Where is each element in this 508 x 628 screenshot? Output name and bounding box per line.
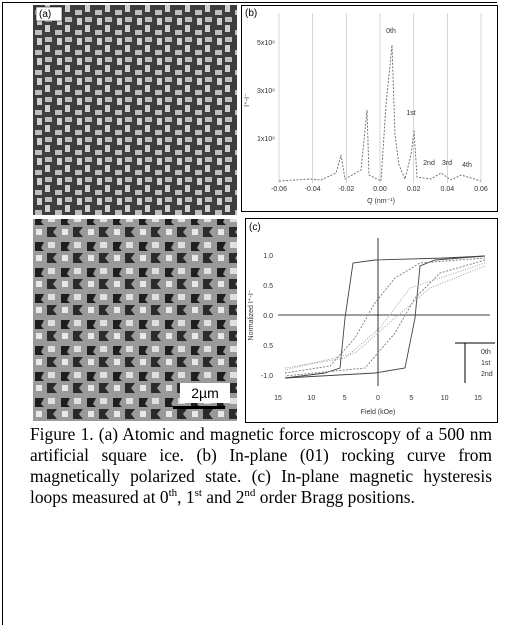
y-tick-label: -1.0 xyxy=(261,373,273,380)
x-tick-label: 5 xyxy=(409,395,413,402)
x-tick-label: 0.00 xyxy=(373,186,387,193)
afm-image xyxy=(33,5,237,215)
y-tick-label: 1x10⁶ xyxy=(257,136,275,143)
x-tick-label: 0.02 xyxy=(407,186,421,193)
y-tick-label: 0.5 xyxy=(263,283,273,290)
loop-1 xyxy=(284,257,486,374)
y-tick-label: 0.0 xyxy=(263,313,273,320)
peak-label: 3rd xyxy=(442,160,452,167)
peak-label: 2nd xyxy=(423,160,435,167)
scale-bar xyxy=(173,406,225,409)
x-tick-label: -0.06 xyxy=(271,186,287,193)
y-axis-label: I⁺-I⁻ xyxy=(244,93,251,107)
x-axis-label: Field (kOe) xyxy=(361,409,396,416)
x-tick-label: 15 xyxy=(474,395,482,402)
peak-label: 0th xyxy=(386,28,396,35)
x-tick-label: -0.04 xyxy=(305,186,321,193)
y-tick-label: 3x10⁶ xyxy=(257,88,275,95)
loop-0 xyxy=(284,255,486,379)
legend-label: 2nd xyxy=(481,371,493,378)
caption-text: and 2 xyxy=(201,487,245,507)
legend-label: 0th xyxy=(481,349,491,356)
loop-1 xyxy=(284,259,486,377)
loop-0 xyxy=(284,255,486,379)
caption-text: Figure 1. (a) Atomic and magnetic force … xyxy=(30,424,492,507)
peak-label: 4th xyxy=(462,162,472,169)
x-tick-label: 5 xyxy=(343,395,347,402)
superscript: nd xyxy=(244,487,256,500)
x-tick-label: -0.02 xyxy=(338,186,354,193)
y-axis-label: Normalized I⁺-I⁻ xyxy=(248,289,255,340)
superscript: st xyxy=(194,487,202,500)
y-tick-label: 1.0 xyxy=(263,253,273,260)
x-tick-label: 0.04 xyxy=(441,186,455,193)
panel-b: (b) I⁺-I⁻ Q (nm⁻¹) -0.06 -0.04 -0.02 0.00 0.… xyxy=(241,5,498,212)
y-tick-label: 0.5 xyxy=(263,343,273,350)
scale-bar-label: 2µm xyxy=(191,385,219,401)
caption-text: order Bragg positions. xyxy=(255,487,415,507)
x-tick-label: 10 xyxy=(307,395,315,402)
x-axis-label: Q (nm⁻¹) xyxy=(367,198,395,205)
y-tick-label: 5x10⁶ xyxy=(257,40,275,47)
loop-2 xyxy=(284,262,486,369)
x-tick-label: 10 xyxy=(441,395,449,402)
x-tick-label: 0 xyxy=(376,395,380,402)
figure-caption: Figure 1. (a) Atomic and magnetic force … xyxy=(30,424,492,508)
panel-a: (a) 2µm xyxy=(33,5,237,421)
rocking-curve xyxy=(278,44,482,182)
superscript: th xyxy=(168,487,178,500)
peak-label: 1st xyxy=(406,110,415,117)
caption-text: , 1 xyxy=(177,487,195,507)
x-tick-label: 15 xyxy=(274,395,282,402)
frame xyxy=(2,2,497,625)
panel-label: (a) xyxy=(39,9,51,20)
panel-c: (c) Normalized I⁺-I⁻ Field (kOe) 15 10 5 0 5… xyxy=(245,218,498,423)
panel-label: (c) xyxy=(249,222,261,233)
legend-label: 1st xyxy=(481,360,490,367)
panel-label: (b) xyxy=(245,8,257,19)
loop-2 xyxy=(284,265,486,371)
x-tick-label: 0.06 xyxy=(474,186,488,193)
